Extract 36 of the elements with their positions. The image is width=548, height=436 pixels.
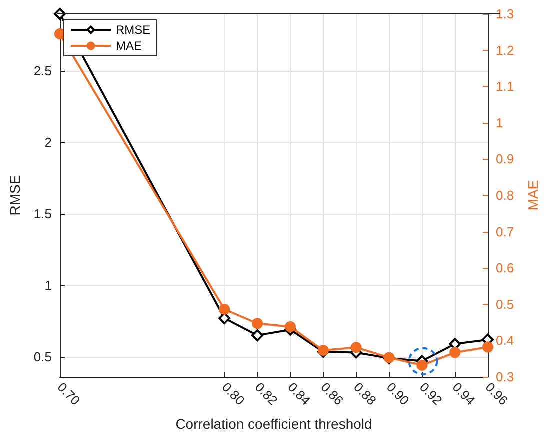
x-tick-label: 0.80 bbox=[219, 380, 248, 408]
y-tick-label: 0.5 bbox=[34, 349, 52, 364]
x-tick-label: 0.88 bbox=[351, 380, 380, 408]
legend-label: RMSE bbox=[116, 23, 151, 37]
y2-tick-label: 1.2 bbox=[496, 42, 514, 58]
point bbox=[482, 342, 494, 353]
y2-tick-label: 0.4 bbox=[496, 333, 514, 348]
y2-tick-label: 0.7 bbox=[496, 224, 514, 240]
y-tick-label: 1.5 bbox=[34, 206, 52, 222]
x-tick-label: 0.84 bbox=[285, 380, 314, 408]
y2-tick-label: 0.8 bbox=[496, 188, 514, 203]
y-axis-title: RMSE bbox=[7, 175, 23, 216]
legend-label: MAE bbox=[116, 39, 142, 53]
y-tick-label: 2 bbox=[44, 135, 52, 150]
x-tick-label: 0.90 bbox=[384, 380, 412, 408]
y2-tick-label: 0.3 bbox=[496, 370, 514, 384]
x-tick-label: 0.86 bbox=[318, 380, 347, 408]
point bbox=[450, 347, 461, 358]
x-axis-title: Correlation coefficient threshold bbox=[176, 416, 372, 432]
y2-tick-label: 0.5 bbox=[496, 296, 514, 312]
x-tick-label: 0.70 bbox=[54, 380, 84, 408]
y-tick-label: 2.5 bbox=[34, 64, 52, 79]
point bbox=[284, 321, 296, 332]
point bbox=[252, 318, 264, 330]
y-tick-label: 1 bbox=[44, 278, 52, 294]
point bbox=[252, 330, 264, 342]
y2-tick-label: 0.6 bbox=[496, 260, 514, 276]
point bbox=[219, 304, 230, 315]
y2-tick-label: 1 bbox=[496, 115, 504, 130]
y2-axis-title: MAE bbox=[525, 180, 541, 211]
x-tick-label: 0.94 bbox=[450, 380, 478, 408]
y2-tick-label: 1.1 bbox=[496, 79, 514, 94]
point bbox=[318, 345, 329, 356]
point bbox=[350, 342, 362, 354]
y2-tick-label: 0.9 bbox=[496, 152, 514, 167]
y2-tick-label: 1.3 bbox=[496, 6, 514, 22]
